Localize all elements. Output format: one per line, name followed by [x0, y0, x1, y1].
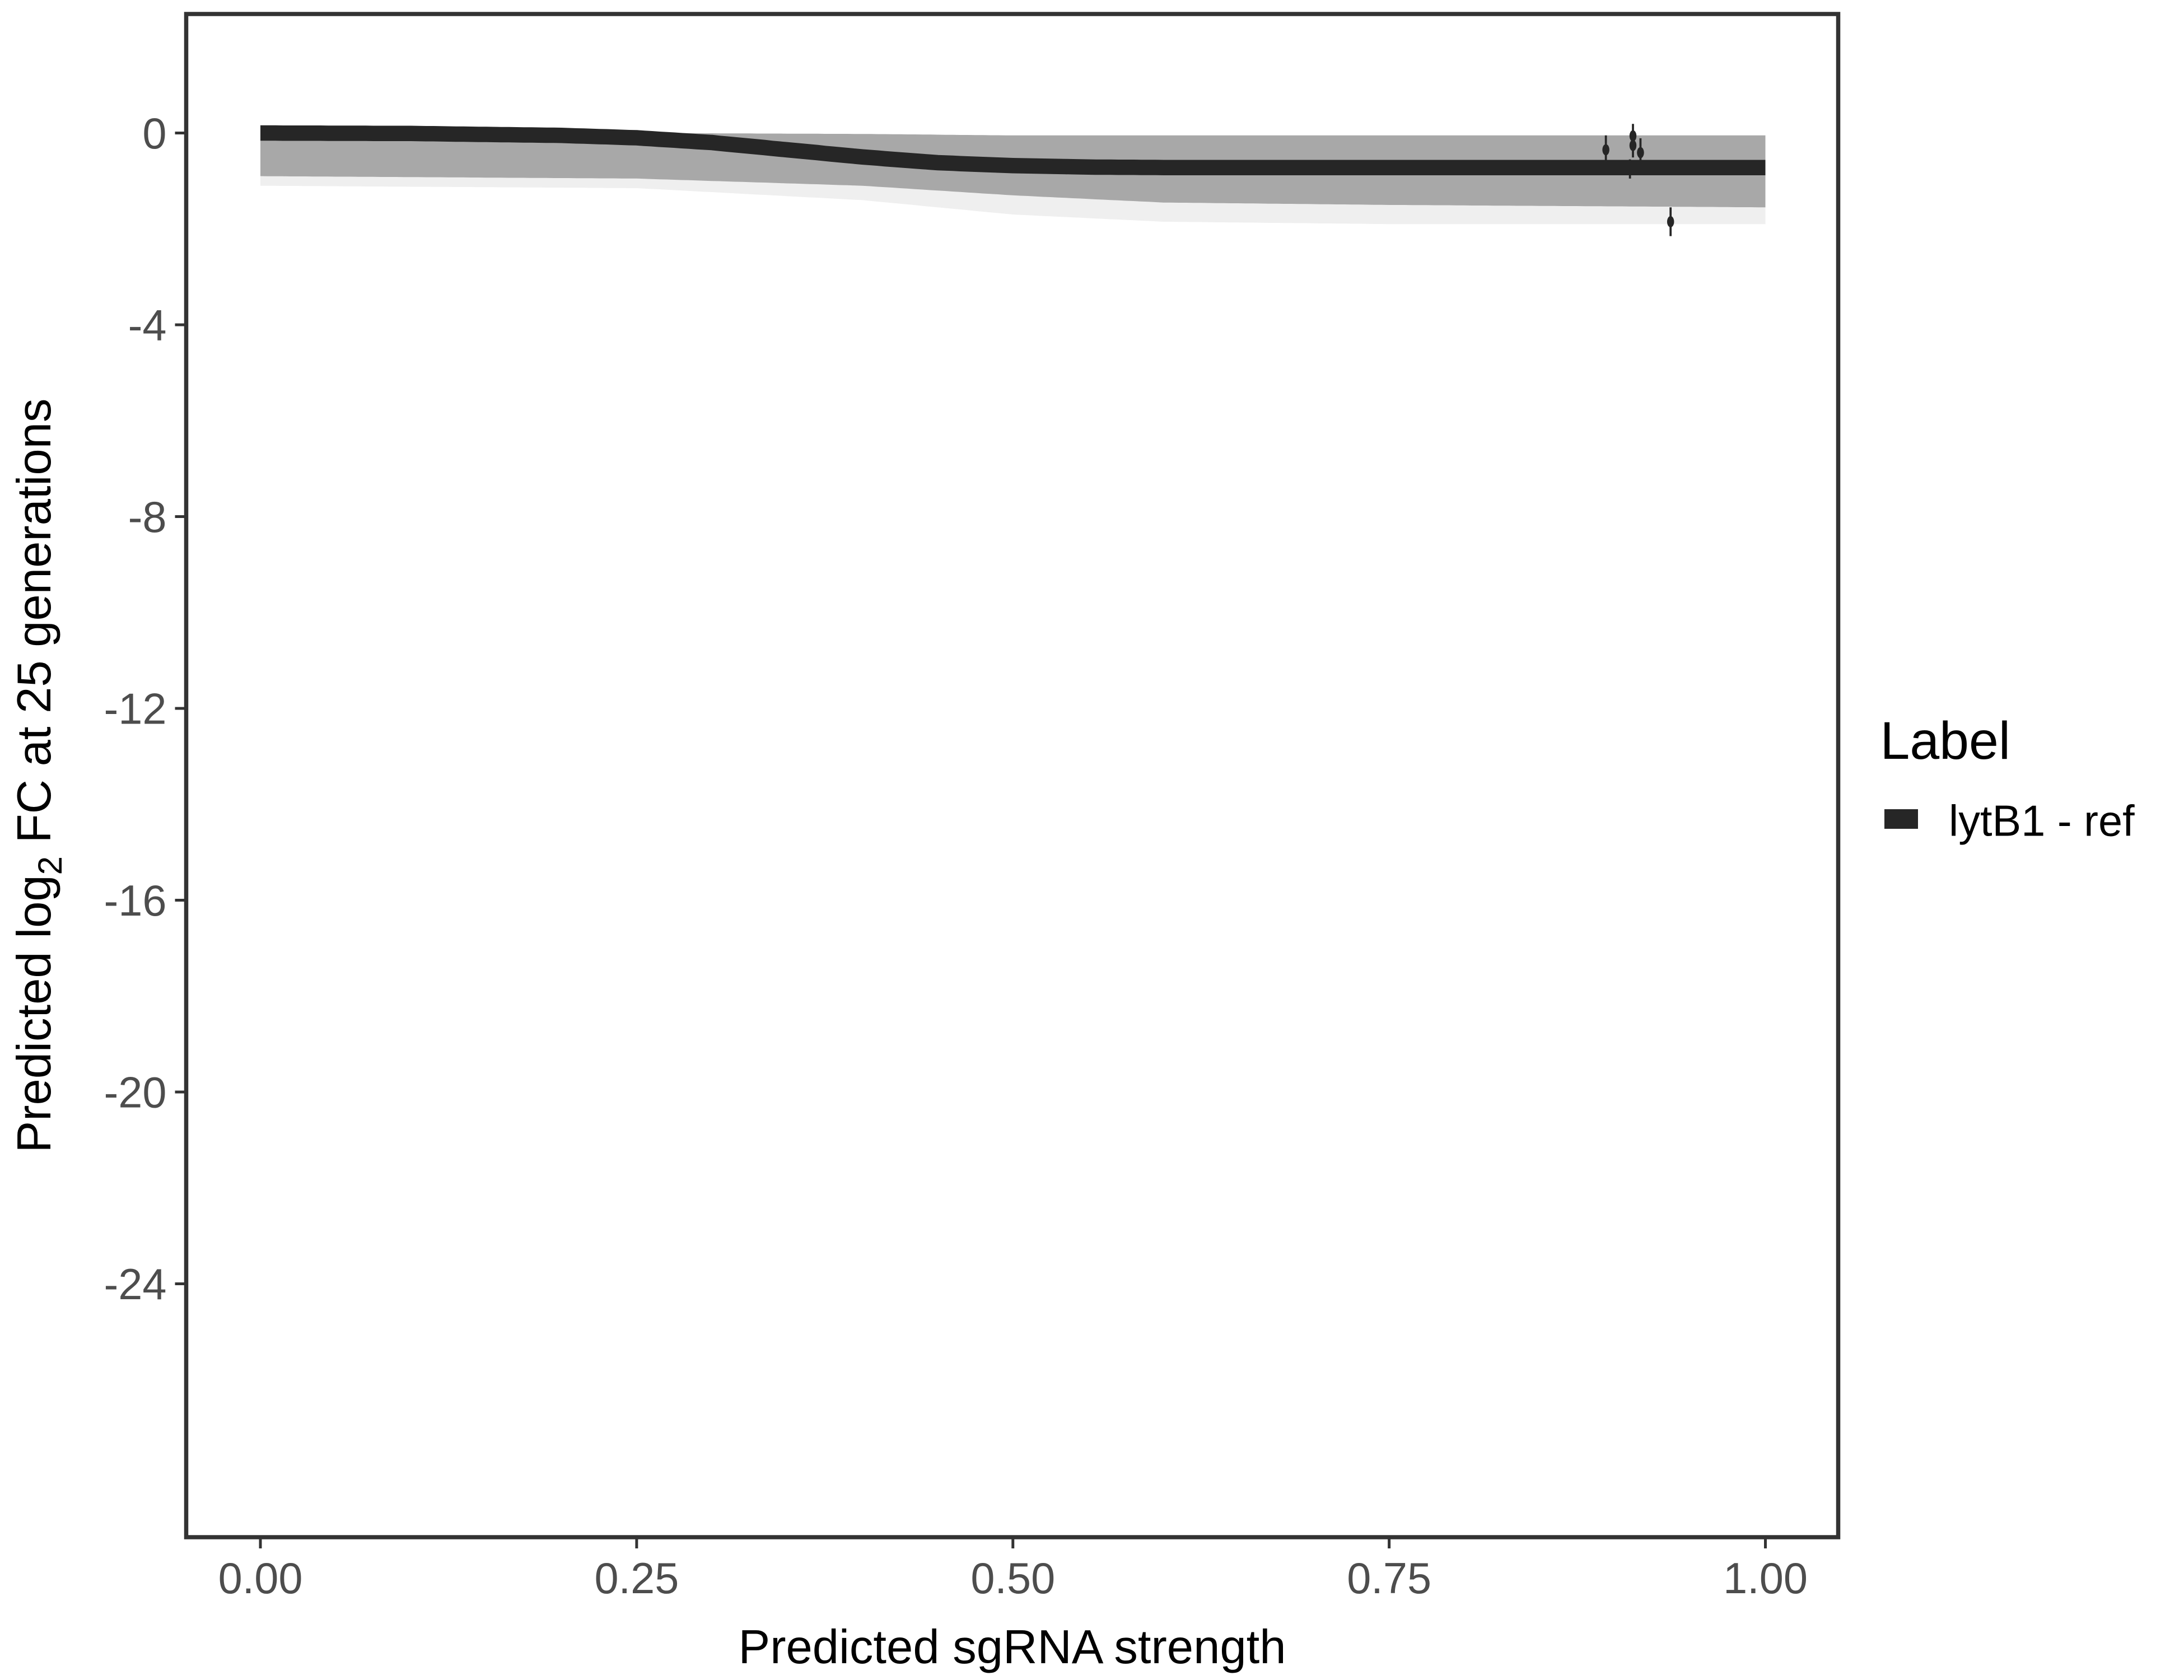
y-tick-label: -24: [104, 1261, 166, 1309]
x-tick-label: 0.50: [970, 1555, 1055, 1603]
legend-swatch: [1884, 809, 1918, 829]
y-tick-label: -12: [104, 685, 166, 734]
plot-content: [260, 124, 1766, 236]
y-label-subscript: 2: [31, 856, 69, 875]
legend-title: Label: [1880, 711, 2010, 771]
y-label-suffix: FC at 25 generations: [8, 399, 61, 856]
data-point: [1626, 163, 1634, 175]
y-tick-label: -20: [104, 1069, 166, 1117]
y-label-prefix: Predicted log: [8, 875, 61, 1152]
x-tick-label: 0.00: [218, 1555, 303, 1603]
data-point: [1629, 139, 1637, 151]
y-axis-label: Predicted log2 FC at 25 generations: [8, 399, 69, 1153]
y-tick-label: -4: [128, 302, 167, 350]
legend: Label lytB1 - ref: [1880, 711, 2135, 846]
y-tick-label: -16: [104, 877, 166, 925]
y-tick-label: 0: [142, 110, 166, 158]
x-tick-label: 0.25: [594, 1555, 679, 1603]
plot-frame: [184, 12, 1841, 1539]
data-point: [1602, 144, 1609, 156]
x-tick-label: 0.75: [1347, 1555, 1431, 1603]
fit-line: [260, 125, 1766, 175]
data-point: [1667, 216, 1674, 227]
y-tick-label: -8: [128, 493, 167, 542]
x-axis-label: Predicted sgRNA strength: [739, 1621, 1286, 1674]
axis-ticks: 0.00 0.25 0.50 0.75 1.00 0 -4 -8 -12 -16 -20 -24: [104, 110, 1807, 1603]
legend-entry-label: lytB1 - ref: [1949, 797, 2135, 846]
x-tick-label: 1.00: [1723, 1555, 1808, 1603]
data-point: [1637, 147, 1644, 158]
